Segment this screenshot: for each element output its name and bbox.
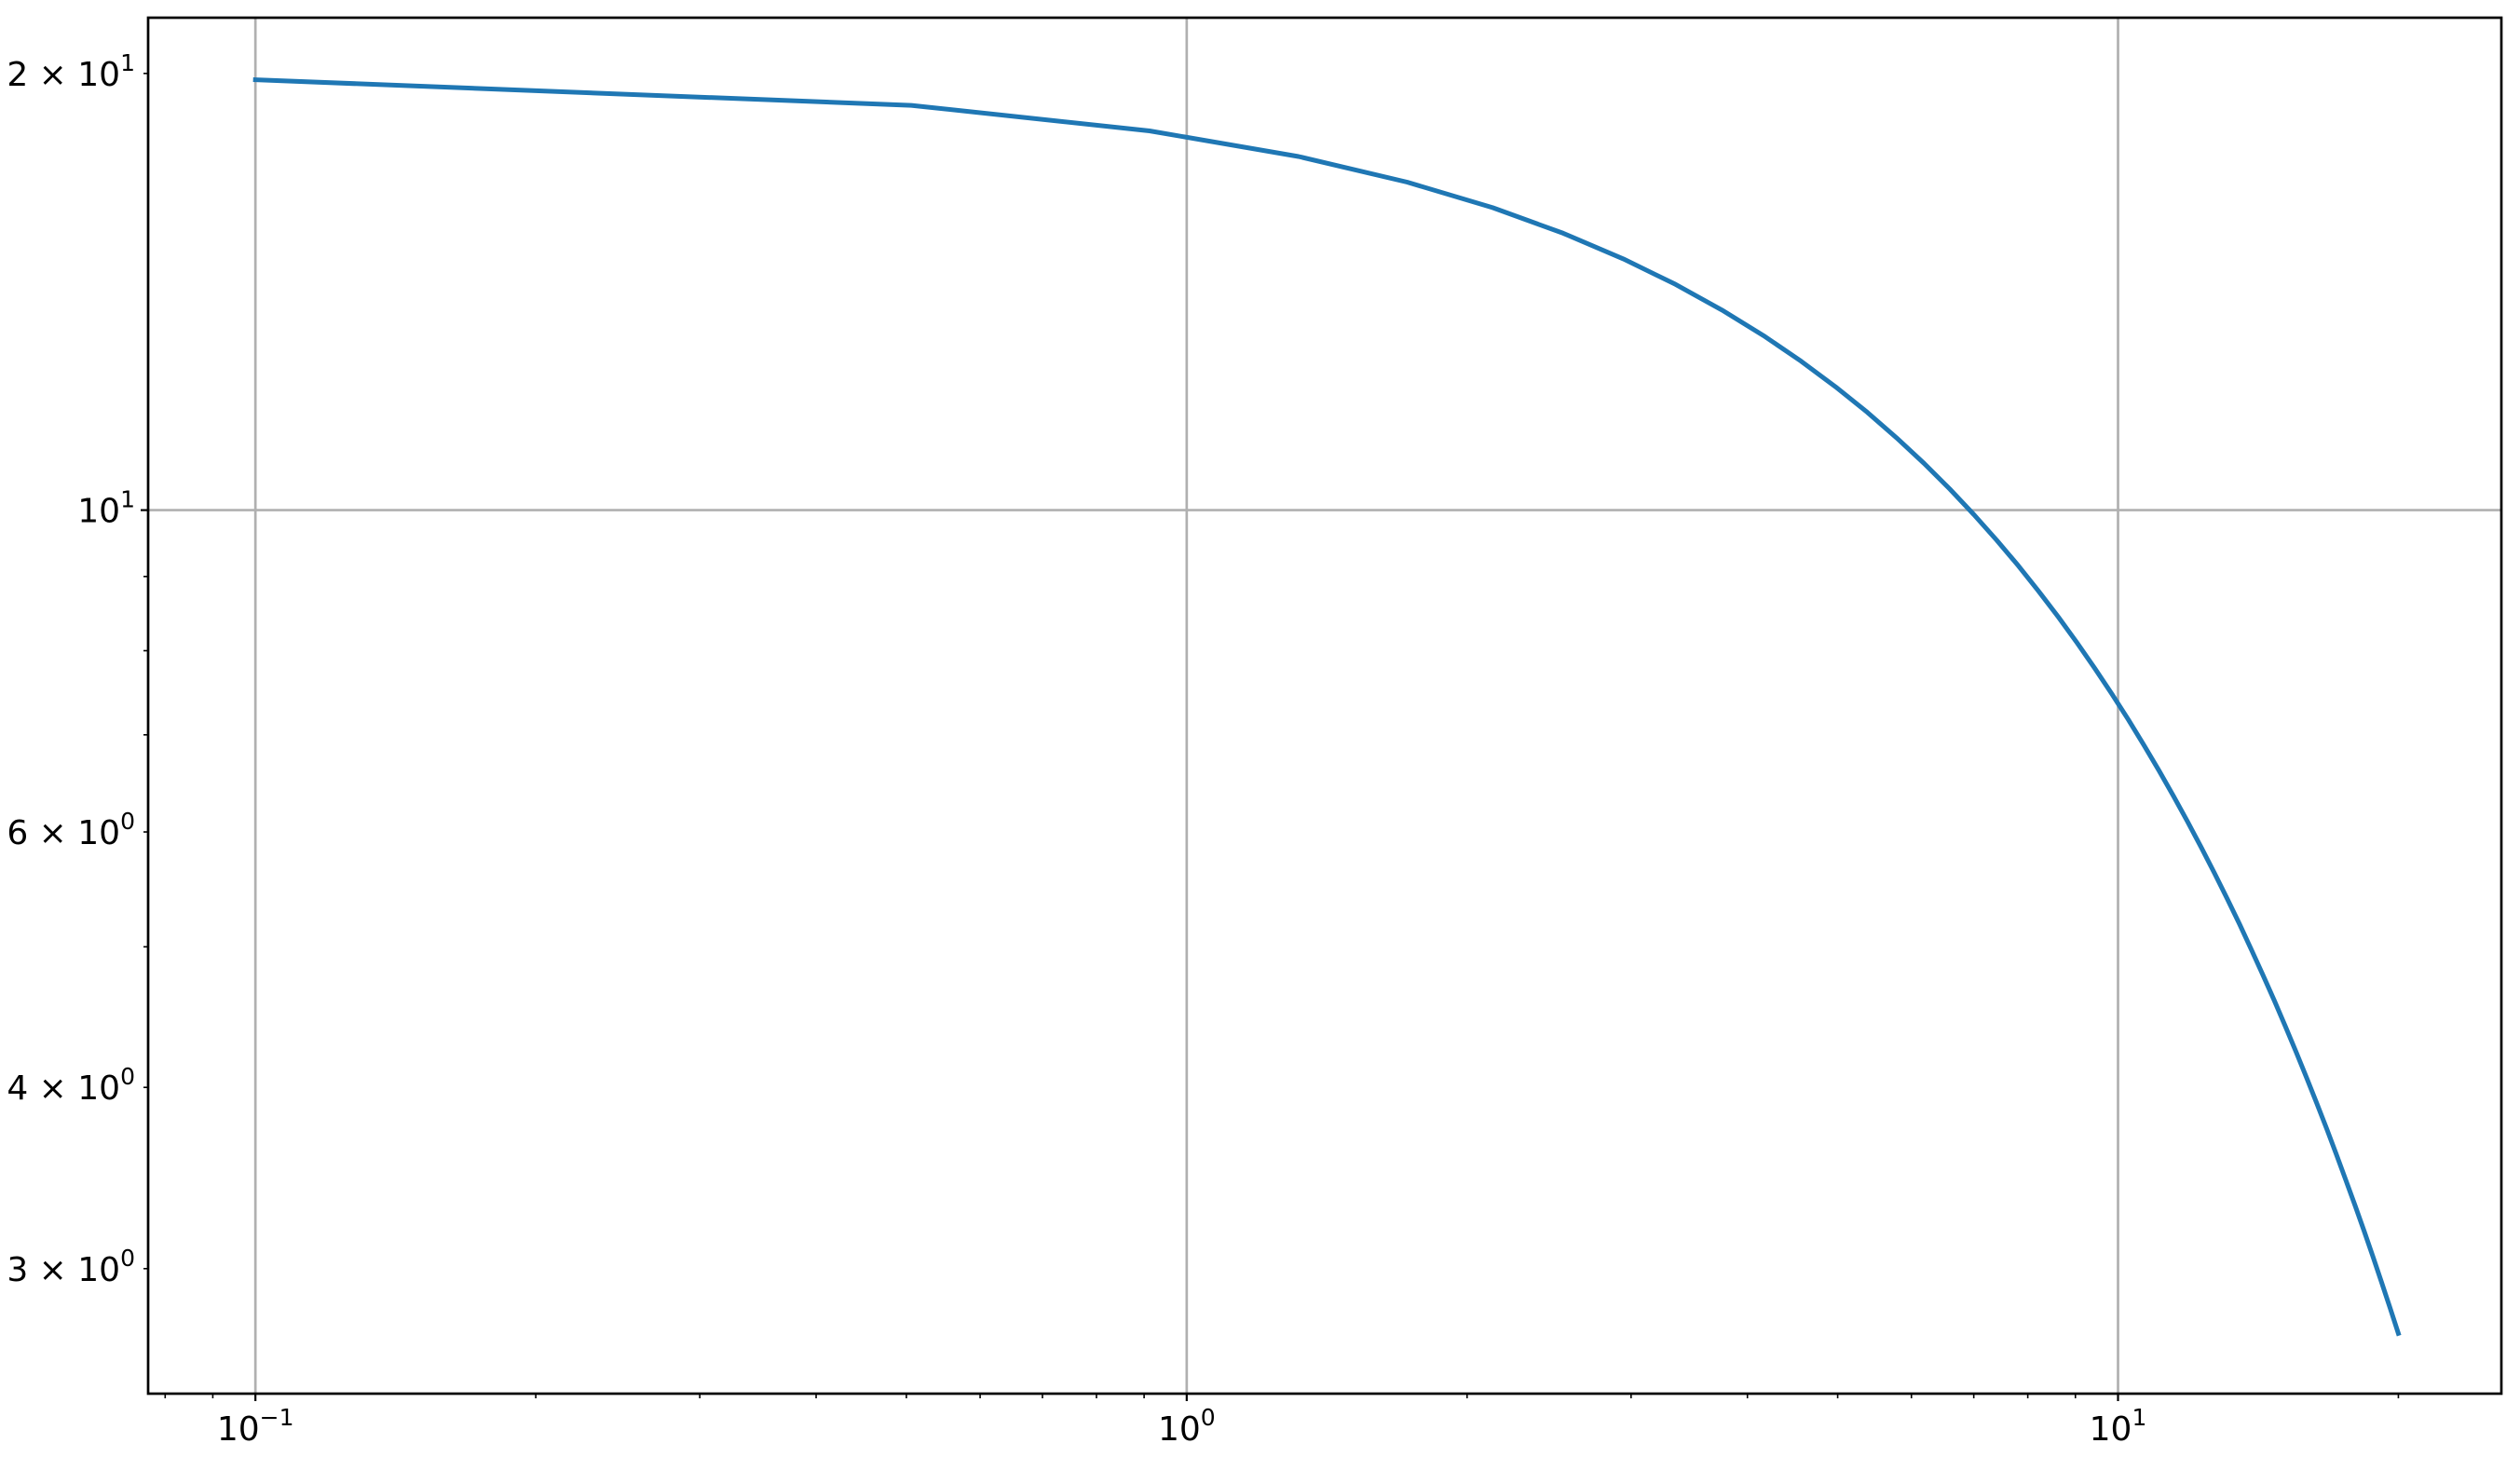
x-tick-label-base: 10 (217, 1410, 260, 1449)
y-tick-label-base: 10 (77, 493, 120, 531)
x-tick-label-exponent: 0 (1201, 1404, 1216, 1431)
y-tick-label-mantissa: 4 (7, 1069, 28, 1108)
y-tick-label-base: 10 (77, 1251, 120, 1289)
axes-frame (146, 16, 2503, 1396)
x-tick-label-base: 10 (2090, 1410, 2132, 1449)
y-tick-label-base: 10 (77, 1069, 120, 1108)
y-tick-label-mantissa: 2 (7, 56, 28, 94)
y-tick-label-exponent: 0 (120, 1245, 135, 1272)
y-tick-label-times: × (28, 56, 77, 94)
y-tick-label-exponent: 1 (120, 49, 135, 76)
x-tick-label: 101 (2090, 1404, 2147, 1449)
y-tick-label-base: 10 (77, 56, 120, 94)
y-tick-label: 101 (77, 486, 135, 531)
x-tick-label-exponent: −1 (260, 1404, 294, 1431)
x-tick-label-exponent: 1 (2132, 1404, 2146, 1431)
y-tick-label-exponent: 0 (120, 808, 135, 835)
y-tick-label: 3 × 100 (7, 1245, 135, 1289)
series-layer (252, 77, 2402, 1337)
y-tick-label-times: × (28, 1069, 77, 1108)
series-line (252, 77, 2402, 1337)
x-tick-label: 10−1 (217, 1404, 294, 1449)
y-tick-label-exponent: 1 (120, 486, 135, 513)
y-tick-label-exponent: 0 (120, 1063, 135, 1090)
y-tick-label-mantissa: 3 (7, 1251, 28, 1289)
y-tick-label-times: × (28, 1251, 77, 1289)
y-tick-label-mantissa: 6 (7, 814, 28, 852)
y-tick-label: 4 × 100 (7, 1063, 135, 1108)
x-tick-label: 100 (1158, 1404, 1216, 1449)
x-tick-label-base: 10 (1158, 1410, 1201, 1449)
y-tick-label-times: × (28, 814, 77, 852)
y-tick-label: 2 × 101 (7, 49, 135, 94)
y-tick-label-base: 10 (77, 814, 120, 852)
ticks (141, 73, 2400, 1401)
y-tick-label: 6 × 100 (7, 808, 135, 852)
plot-background (148, 18, 2501, 1394)
